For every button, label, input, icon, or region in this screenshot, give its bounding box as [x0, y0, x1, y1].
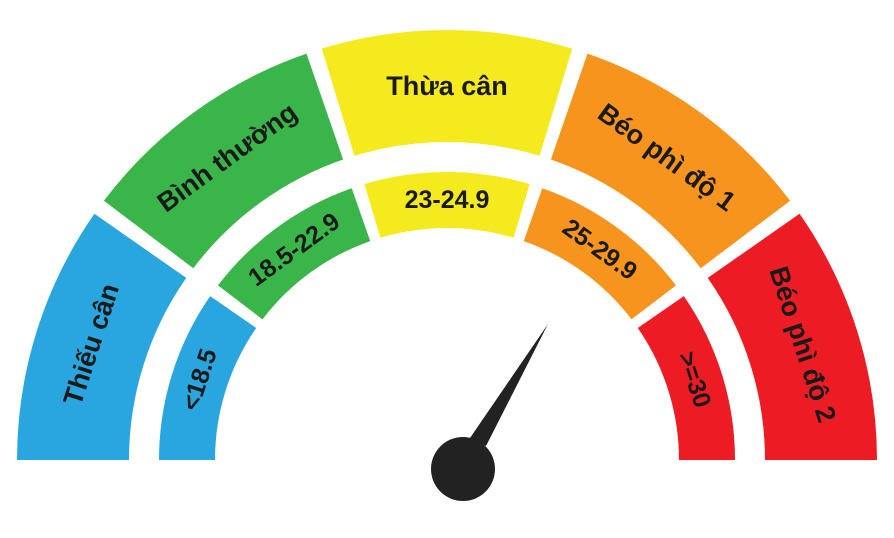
- outer-segment-3: [550, 53, 791, 269]
- inner-segment-3: [523, 188, 677, 320]
- inner-label-2: 23-24.9: [405, 186, 490, 214]
- gauge-needle: [431, 324, 548, 501]
- outer-segment-1: [103, 53, 344, 269]
- needle-pointer: [470, 324, 548, 446]
- outer-segment-4: [707, 213, 877, 460]
- inner-segment-1: [217, 188, 371, 320]
- outer-segment-0: [16, 213, 187, 460]
- outer-segment-2: [321, 29, 573, 156]
- inner-segment-0: [159, 296, 257, 460]
- inner-segment-2: [364, 172, 530, 238]
- outer-label-2: Thừa cân: [386, 71, 508, 101]
- inner-segment-4: [637, 296, 735, 460]
- needle-hub: [431, 437, 495, 501]
